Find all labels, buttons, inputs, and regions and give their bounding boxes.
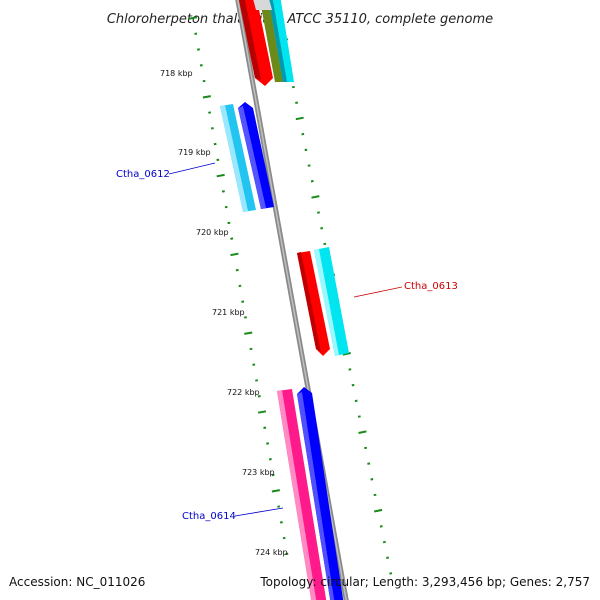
inner-scale-tick [216,158,220,162]
outer-scale-tick [323,242,327,246]
inner-scale-tick [285,552,289,556]
inner-scale-tick [221,190,225,193]
outer-scale-tick [301,132,305,136]
scale-label-719: 719 kbp [178,148,211,157]
inner-scale-tick [194,32,198,35]
inner-scale-tick [255,379,258,382]
outer-scale-tick [348,368,352,371]
inner-scale-tick [263,426,267,429]
gene-ctha-0614-blue[interactable] [297,387,344,600]
outer-scale-tick [295,116,304,121]
outer-scale-tick [354,399,358,403]
gene-ctha-0613-cyan[interactable] [314,247,349,356]
outer-scale-tick [351,383,355,387]
inner-scale-tick [277,505,281,508]
genome-title: Chloroherpeton thalassium ATCC 35110, co… [107,12,493,27]
scale-label-723: 723 kbp [242,468,275,477]
inner-scale-tick [257,410,267,414]
outer-scale-tick [367,462,371,465]
outer-scale-tick [307,164,311,167]
inner-scale-tick [202,95,211,99]
outer-scale-tick [317,211,320,214]
inner-scale-tick [230,237,234,240]
outer-scale-tick [320,227,324,230]
inner-scale-tick [268,458,272,461]
gene-ctha-0613-red[interactable] [297,251,330,356]
gene-ctha-0612-blue[interactable] [238,102,274,209]
genome-backbone-highlight [237,0,347,600]
outer-scale-tick [342,352,351,356]
outer-scale-tick [311,195,320,199]
inner-scale-tick [202,79,206,83]
inner-scale-tick [216,173,225,178]
outer-scale-tick [291,85,295,89]
inner-scale-tick [282,536,286,540]
inner-scale-tick [235,268,239,272]
gene-label-ctha-0613[interactable]: Ctha_0613 [353,281,458,298]
inner-scale-tick [188,16,198,20]
gene-top-olive[interactable] [259,0,285,82]
gene-ctha-0612-lightblue[interactable] [220,104,256,212]
inner-scale-tick [257,395,261,398]
outer-scale-tick [389,572,393,575]
gene-label-ctha-0613-text[interactable]: Ctha_0613 [404,281,458,292]
inner-scale-tick [249,347,253,351]
outer-scale-tick [304,148,308,152]
scale-label-722: 722 kbp [227,388,260,397]
outer-scale-tick [364,446,368,450]
outer-scale-tick [358,430,367,434]
outer-scale-tick [310,179,314,183]
gene-top-gray [253,0,272,10]
inner-scale-tick [230,252,239,257]
inner-scale-tick [208,111,212,114]
gene-top-cyan[interactable] [268,0,294,82]
accession-text: Accession: NC_011026 [9,575,145,589]
genome-summary-text: Topology: circular; Length: 3,293,456 bp… [259,575,590,589]
gene-top-left-red[interactable] [238,0,273,86]
outer-scale-tick [295,101,298,104]
outer-scale-tick [357,415,361,418]
inner-scale-tick [244,316,247,319]
gene-label-ctha-0614-text[interactable]: Ctha_0614 [182,511,236,522]
inner-scale-tick [271,489,280,493]
outer-scale-tick [382,540,386,544]
outer-scale-tick [379,525,383,528]
gene-label-ctha-0614[interactable]: Ctha_0614 [182,507,284,522]
outer-scale-tick [374,508,383,513]
scale-label-724: 724 kbp [255,548,288,557]
scale-labels: 718 kbp 719 kbp 720 kbp 721 kbp 722 kbp … [160,69,288,557]
scale-label-720: 720 kbp [196,228,229,237]
gene-label-ctha-0612-text[interactable]: Ctha_0612 [116,169,170,180]
outer-scale-tick [386,556,389,559]
inner-scale-tick [271,473,275,477]
outer-scale-tick [370,478,374,481]
gene-label-ctha-0612[interactable]: Ctha_0612 [116,162,216,180]
scale-label-721: 721 kbp [212,308,245,317]
outer-scale-tick [373,493,377,497]
scale-label-718: 718 kbp [160,69,193,78]
inner-scale-tick [244,331,253,335]
gene-ctha-0614-magenta[interactable] [277,389,327,600]
